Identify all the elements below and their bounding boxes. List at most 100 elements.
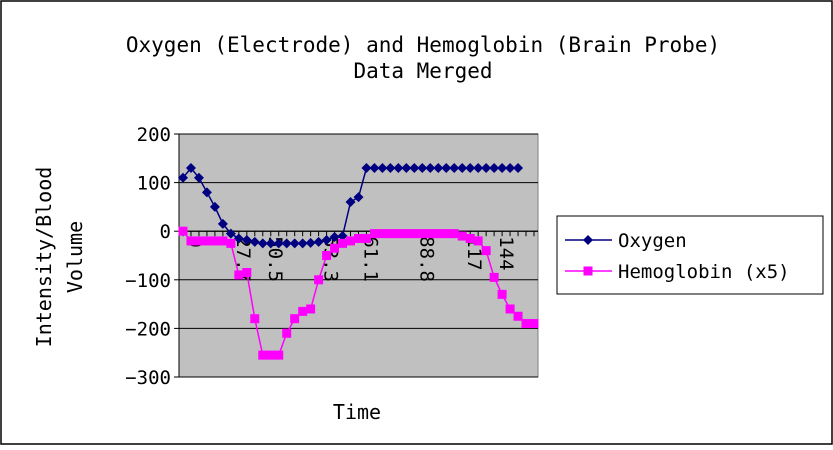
data-point: [202, 236, 212, 246]
data-point: [361, 163, 372, 174]
data-point: [409, 163, 420, 174]
legend-label: Hemoglobin (x5): [618, 261, 790, 283]
legend-item: Hemoglobin (x5): [565, 261, 790, 283]
data-point: [465, 163, 476, 174]
data-point: [385, 229, 395, 239]
data-point: [465, 233, 475, 243]
data-point: [583, 235, 593, 245]
data-point: [305, 237, 316, 248]
data-point: [425, 229, 435, 239]
data-point: [337, 231, 348, 242]
data-point: [457, 163, 468, 174]
data-point: [417, 163, 428, 174]
data-point: [513, 311, 523, 321]
x-tick-label: 50.5: [264, 236, 286, 282]
x-tick-label: 144: [495, 236, 517, 270]
data-point: [298, 306, 308, 316]
y-tick-label: −100: [125, 270, 171, 292]
data-point: [209, 201, 220, 212]
data-point: [273, 238, 284, 249]
data-point: [441, 229, 451, 239]
data-point: [250, 314, 260, 324]
data-point: [257, 238, 268, 249]
data-point: [529, 319, 539, 329]
plot-area: [178, 133, 539, 378]
data-point: [489, 163, 500, 174]
data-point: [521, 319, 531, 329]
data-point: [226, 238, 236, 248]
data-point: [481, 246, 491, 256]
data-point: [338, 238, 348, 248]
x-tick-label: 88.8: [415, 236, 437, 282]
data-point: [178, 226, 188, 236]
data-point: [281, 238, 292, 249]
data-point: [201, 187, 212, 198]
series-oxygen: [178, 163, 524, 249]
data-point: [178, 172, 188, 183]
data-point: [473, 163, 484, 174]
data-point: [433, 229, 443, 239]
legend: Oxygen Hemoglobin (x5): [556, 215, 824, 295]
data-point: [433, 163, 444, 174]
data-point: [185, 163, 196, 174]
data-point: [473, 236, 483, 246]
y-axis-label-line: Intensity/Blood: [32, 167, 56, 348]
data-point: [393, 163, 404, 174]
data-point: [329, 232, 340, 243]
y-tick-label: 0: [160, 221, 171, 243]
data-point: [297, 238, 308, 249]
data-point: [377, 163, 388, 174]
data-point: [193, 172, 204, 183]
data-point: [266, 350, 276, 360]
data-point: [441, 163, 452, 174]
data-point: [353, 192, 364, 203]
y-axis-ticks: 200 100 0 −100 −200 −300: [125, 124, 180, 389]
data-point: [449, 163, 460, 174]
data-point: [282, 328, 292, 338]
data-point: [346, 236, 356, 246]
data-point: [241, 234, 252, 245]
data-point: [583, 266, 593, 276]
data-point: [361, 233, 371, 243]
legend-item: Oxygen: [565, 230, 687, 252]
data-point: [449, 229, 459, 239]
data-point: [194, 236, 204, 246]
data-point: [313, 236, 324, 247]
data-point: [258, 350, 268, 360]
data-point: [377, 229, 387, 239]
y-tick-label: 100: [137, 173, 171, 195]
data-point: [417, 229, 427, 239]
data-point: [234, 270, 244, 280]
data-point: [289, 238, 300, 249]
data-point: [249, 236, 260, 247]
data-point: [497, 163, 508, 174]
data-point: [233, 233, 244, 244]
data-point: [505, 163, 516, 174]
legend-box: [556, 215, 824, 295]
data-point: [314, 275, 324, 285]
data-point: [497, 289, 507, 299]
data-point: [345, 197, 356, 208]
data-point: [457, 231, 467, 241]
data-point: [513, 163, 524, 174]
data-point: [369, 163, 380, 174]
data-point: [265, 238, 276, 249]
y-tick-label: −300: [125, 367, 171, 389]
data-point: [425, 163, 436, 174]
series-hemoglobin: [178, 226, 539, 360]
data-point: [354, 233, 363, 243]
x-axis-label: Time: [333, 400, 381, 424]
y-tick-label: 200: [137, 124, 171, 146]
data-point: [369, 229, 379, 239]
data-point: [409, 229, 419, 239]
y-tick-label: −200: [125, 318, 171, 340]
data-point: [393, 229, 403, 239]
series-layer: [178, 163, 539, 360]
data-point: [217, 218, 228, 229]
data-point: [505, 304, 515, 314]
data-point: [274, 350, 284, 360]
data-point: [306, 304, 316, 314]
